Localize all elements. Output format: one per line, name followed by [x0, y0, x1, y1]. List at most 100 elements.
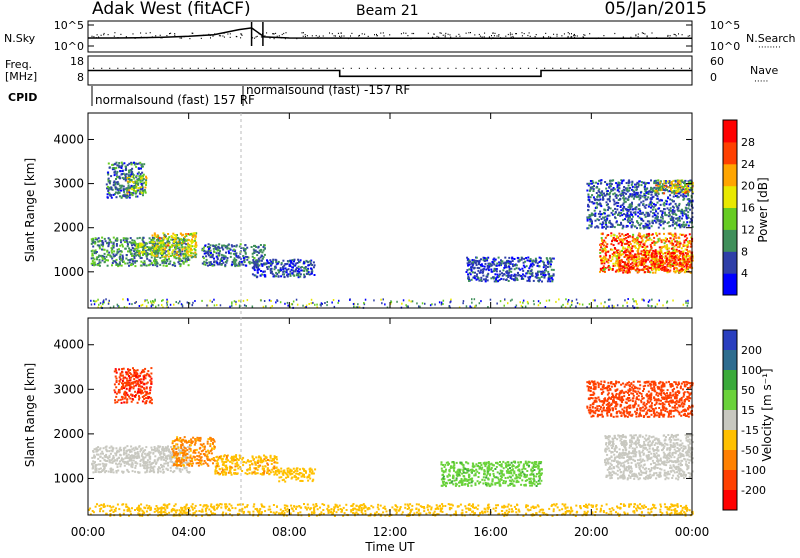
- power-cell: [507, 302, 509, 304]
- power-cell: [121, 167, 123, 169]
- power-cell: [134, 260, 136, 262]
- power-cell: [504, 305, 506, 307]
- nsky-point: [458, 34, 459, 35]
- power-cell: [614, 265, 616, 267]
- nsky-point: [323, 35, 324, 36]
- power-cell: [490, 299, 492, 301]
- nsky-point: [440, 32, 441, 33]
- power-cell: [674, 250, 676, 252]
- power-cell: [138, 167, 140, 169]
- power-cell: [104, 249, 106, 251]
- power-cell: [662, 212, 664, 214]
- power-cell: [601, 179, 603, 181]
- power-cell: [636, 186, 638, 188]
- power-cell: [383, 298, 385, 300]
- power-cell: [662, 260, 664, 262]
- power-cell: [640, 195, 642, 197]
- power-cell: [687, 261, 689, 263]
- power-cell: [207, 265, 209, 267]
- nsky-point: [675, 34, 676, 35]
- power-cell: [498, 275, 500, 277]
- power-cell: [644, 247, 646, 249]
- power-cell: [102, 301, 104, 303]
- power-cell: [286, 271, 288, 273]
- power-cell: [654, 244, 656, 246]
- power-cell: [525, 306, 527, 308]
- power-cell: [116, 196, 118, 198]
- power-cell: [625, 208, 627, 210]
- power-cell: [179, 250, 181, 252]
- power-cell: [110, 175, 112, 177]
- power-cell: [615, 260, 617, 262]
- power-cell: [590, 225, 592, 227]
- power-cell: [604, 213, 606, 215]
- power-cell: [623, 198, 625, 200]
- power-cell: [618, 254, 620, 256]
- power-cell: [140, 186, 142, 188]
- power-cell: [208, 251, 210, 253]
- power-cell: [625, 243, 627, 245]
- power-cell: [97, 299, 99, 301]
- power-cell: [656, 235, 658, 237]
- power-cell: [640, 201, 642, 203]
- power-cell: [646, 192, 648, 194]
- power-cell: [597, 183, 599, 185]
- power-cell: [258, 252, 260, 254]
- power-cell: [654, 253, 656, 255]
- nsky-point: [522, 35, 523, 36]
- power-cell: [316, 304, 318, 306]
- power-cell: [218, 252, 220, 254]
- power-cell: [681, 218, 683, 220]
- power-cell: [119, 261, 121, 263]
- power-colorbar-tick-label: 16: [741, 202, 755, 215]
- power-cell: [94, 241, 96, 243]
- nave-point: [504, 68, 505, 69]
- power-cell: [313, 266, 315, 268]
- power-cell: [529, 265, 531, 267]
- power-cell: [623, 186, 625, 188]
- power-cell: [601, 237, 603, 239]
- power-cell: [121, 265, 123, 267]
- power-cell: [634, 260, 636, 262]
- power-cell: [588, 206, 590, 208]
- nsky-point: [426, 38, 427, 39]
- nsky-point: [677, 38, 678, 39]
- power-cell: [632, 298, 634, 300]
- power-cell: [523, 300, 525, 302]
- power-cell: [649, 255, 651, 257]
- power-cell: [607, 203, 609, 205]
- power-cell: [306, 271, 308, 273]
- power-cell: [138, 172, 140, 174]
- power-cell: [614, 216, 616, 218]
- power-cell: [353, 303, 355, 305]
- nsky-point: [98, 36, 99, 37]
- power-cell: [653, 187, 655, 189]
- power-cell: [639, 197, 641, 199]
- power-cell: [539, 277, 541, 279]
- power-cell: [588, 225, 590, 227]
- nsky-point: [356, 38, 357, 39]
- power-cell: [687, 300, 689, 302]
- power-cell: [107, 245, 109, 247]
- power-cell: [252, 259, 254, 261]
- power-cell: [288, 268, 290, 270]
- nave-point: [649, 68, 650, 69]
- power-cell: [643, 254, 645, 256]
- power-cell: [169, 242, 171, 244]
- power-cell: [593, 190, 595, 192]
- power-cell: [282, 271, 284, 273]
- power-cell: [636, 183, 638, 185]
- nsearch-tick-low: 10^0: [710, 40, 740, 53]
- power-cell: [120, 250, 122, 252]
- power-cell: [266, 266, 268, 268]
- power-cell: [320, 305, 322, 307]
- power-cell: [638, 244, 640, 246]
- power-cell: [669, 259, 671, 261]
- power-colorbar-tick-label: 12: [741, 223, 755, 236]
- power-cell: [621, 180, 623, 182]
- power-cell: [632, 245, 634, 247]
- power-cell: [141, 163, 143, 165]
- power-cell: [137, 250, 139, 252]
- power-cell: [547, 261, 549, 263]
- power-cell: [217, 258, 219, 260]
